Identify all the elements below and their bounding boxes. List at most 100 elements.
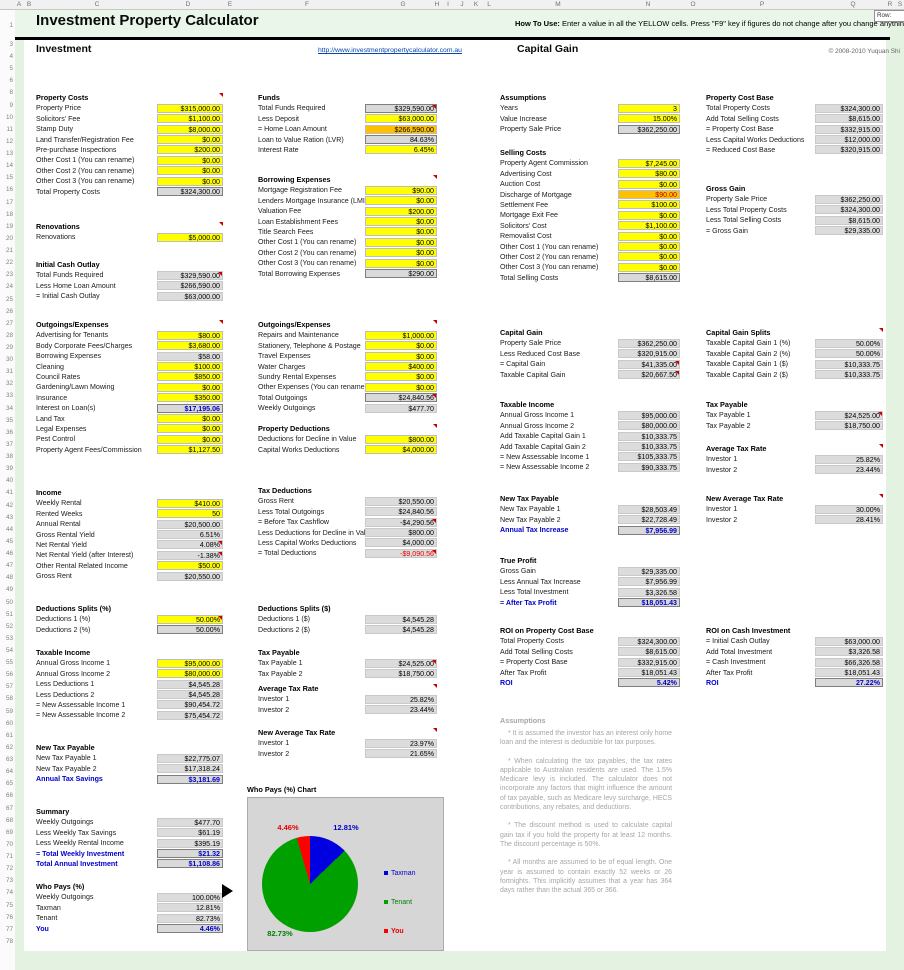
investor-2-value[interactable]: 28.41% — [815, 515, 883, 525]
column-header-k[interactable]: K — [473, 1, 479, 8]
stamp-duty-value[interactable]: $8,000.00 — [157, 124, 223, 134]
other-cost-3-you-can-rename-value[interactable]: $0.00 — [365, 258, 437, 268]
property-sale-price-value[interactable]: $362,250.00 — [815, 194, 883, 204]
annual-rental-value[interactable]: $20,500.00 — [157, 519, 223, 529]
less-capital-works-deductions-value[interactable]: $4,000.00 — [365, 538, 437, 548]
row-header-64[interactable]: 64 — [5, 768, 13, 776]
row-header-6[interactable]: 6 — [9, 77, 13, 85]
total-borrowing-expenses-value[interactable]: $290.00 — [365, 269, 437, 279]
less-reduced-cost-base-value[interactable]: $320,915.00 — [618, 349, 680, 359]
row-header-78[interactable]: 78 — [5, 937, 13, 945]
less-home-loan-amount-value[interactable]: $266,590.00 — [157, 281, 223, 291]
total-property-costs-value[interactable]: $324,300.00 — [157, 187, 223, 197]
investor-1-value[interactable]: 30.00% — [815, 504, 883, 514]
new-tax-payable-2-value[interactable]: $22,728.49 — [618, 515, 680, 525]
row-header-21[interactable]: 21 — [5, 247, 13, 255]
column-header-p[interactable]: P — [759, 1, 765, 8]
row-header-30[interactable]: 30 — [5, 356, 13, 364]
row-header-66[interactable]: 66 — [5, 792, 13, 800]
row-header-67[interactable]: 67 — [5, 804, 13, 812]
row-header-62[interactable]: 62 — [5, 743, 13, 751]
net-rental-yield-value[interactable]: 4.08% — [157, 540, 223, 550]
tax-payable-1-value[interactable]: $24,525.00 — [815, 410, 883, 420]
new-assessable-income-1-value[interactable]: $90,454.72 — [157, 700, 223, 710]
row-header-55[interactable]: 55 — [5, 659, 13, 667]
row-header-14[interactable]: 14 — [5, 162, 13, 170]
add-total-investment-value[interactable]: $3,326.58 — [815, 647, 883, 657]
roi-value[interactable]: 27.22% — [815, 678, 883, 688]
total-annual-investment-value[interactable]: $1,108.86 — [157, 859, 223, 869]
other-expenses-you-can-rename-value[interactable]: $0.00 — [365, 382, 437, 392]
row-header-49[interactable]: 49 — [5, 586, 13, 594]
less-deposit-value[interactable]: $63,000.00 — [365, 114, 437, 124]
taxable-capital-gain-2-value[interactable]: 50.00% — [815, 349, 883, 359]
row-header-60[interactable]: 60 — [5, 719, 13, 727]
other-cost-2-you-can-rename-value[interactable]: $0.00 — [157, 166, 223, 176]
auction-cost-value[interactable]: $0.00 — [618, 179, 680, 189]
row-header-53[interactable]: 53 — [5, 634, 13, 642]
row-header-63[interactable]: 63 — [5, 756, 13, 764]
other-cost-3-you-can-rename-value[interactable]: $0.00 — [618, 262, 680, 272]
gross-gain-value[interactable]: $29,335.00 — [618, 566, 680, 576]
property-agent-fees-commission-value[interactable]: $1,127.50 — [157, 445, 223, 455]
roi-value[interactable]: 5.42% — [618, 678, 680, 688]
net-rental-yield-after-interest-value[interactable]: -1.38% — [157, 550, 223, 560]
column-header-c[interactable]: C — [94, 1, 100, 8]
row-header-38[interactable]: 38 — [5, 453, 13, 461]
row-header-54[interactable]: 54 — [5, 647, 13, 654]
initial-cash-outlay-value[interactable]: $63,000.00 — [815, 636, 883, 646]
row-header-44[interactable]: 44 — [5, 525, 13, 533]
row-header-13[interactable]: 13 — [5, 150, 13, 158]
total-weekly-investment-value[interactable]: $21.32 — [157, 849, 223, 859]
row-header-43[interactable]: 43 — [5, 513, 13, 521]
land-transfer-registration-fee-value[interactable]: $0.00 — [157, 135, 223, 145]
taxable-capital-gain-value[interactable]: $20,667.50 — [618, 370, 680, 380]
total-selling-costs-value[interactable]: $8,615.00 — [618, 273, 680, 283]
years-value[interactable]: 3 — [618, 103, 680, 113]
column-header-o[interactable]: O — [690, 1, 696, 8]
mortgage-exit-fee-value[interactable]: $0.00 — [618, 210, 680, 220]
other-cost-1-you-can-rename-value[interactable]: $0.00 — [618, 242, 680, 252]
gross-rent-value[interactable]: $20,550.00 — [365, 496, 437, 506]
row-header-19[interactable]: 19 — [5, 222, 13, 230]
who-pays-chart[interactable]: Who Pays (%) Chart 12.81% 82.73% 4.46% Tax… — [247, 785, 444, 951]
other-rental-related-income-value[interactable]: $50.00 — [157, 561, 223, 571]
advertising-cost-value[interactable]: $80.00 — [618, 169, 680, 179]
row-header-76[interactable]: 76 — [5, 913, 13, 921]
add-taxable-capital-gain-1-value[interactable]: $10,333.75 — [618, 431, 680, 441]
cash-investment-value[interactable]: $66,326.58 — [815, 657, 883, 667]
gross-rent-value[interactable]: $20,550.00 — [157, 571, 223, 581]
advertising-for-tenants-value[interactable]: $80.00 — [157, 330, 223, 340]
new-tax-payable-2-value[interactable]: $17,318.24 — [157, 764, 223, 774]
row-header-1[interactable]: 1 — [9, 22, 13, 29]
annual-gross-income-1-value[interactable]: $95,000.00 — [157, 658, 223, 668]
weekly-rental-value[interactable]: $410.00 — [157, 498, 223, 508]
chart-plot-area[interactable]: 12.81% 82.73% 4.46% Taxman Tenant You — [247, 797, 444, 951]
row-header-35[interactable]: 35 — [5, 416, 13, 424]
column-header-g[interactable]: G — [400, 1, 406, 8]
discharge-of-mortgage-value[interactable]: $90.00 — [618, 190, 680, 200]
row-header-71[interactable]: 71 — [5, 853, 13, 861]
taxable-capital-gain-2-value[interactable]: $10,333.75 — [815, 370, 883, 380]
water-charges-value[interactable]: $400.00 — [365, 362, 437, 372]
add-total-selling-costs-value[interactable]: $8,615.00 — [815, 114, 883, 124]
taxman-value[interactable]: 12.81% — [157, 903, 223, 913]
deductions-1-value[interactable]: $4,545.28 — [365, 614, 437, 624]
row-header-72[interactable]: 72 — [5, 865, 13, 873]
deductions-1-value[interactable]: 50.00% — [157, 614, 223, 624]
row-header-36[interactable]: 36 — [5, 428, 13, 436]
row-header-73[interactable]: 73 — [5, 877, 13, 885]
column-header-j[interactable]: J — [460, 1, 464, 8]
add-taxable-capital-gain-2-value[interactable]: $10,333.75 — [618, 442, 680, 452]
investor-1-value[interactable]: 25.82% — [365, 694, 437, 704]
annual-gross-income-2-value[interactable]: $80,000.00 — [157, 669, 223, 679]
mortgage-registration-fee-value[interactable]: $90.00 — [365, 185, 437, 195]
gardening-lawn-mowing-value[interactable]: $0.00 — [157, 382, 223, 392]
row-header-3[interactable]: 3 — [9, 41, 13, 48]
new-assessable-income-2-value[interactable]: $75,454.72 — [157, 710, 223, 720]
row-header-24[interactable]: 24 — [5, 283, 13, 291]
row-header-51[interactable]: 51 — [5, 610, 13, 618]
less-deductions-2-value[interactable]: $4,545.28 — [157, 690, 223, 700]
other-cost-2-you-can-rename-value[interactable]: $0.00 — [365, 248, 437, 258]
property-agent-commission-value[interactable]: $7,245.00 — [618, 158, 680, 168]
